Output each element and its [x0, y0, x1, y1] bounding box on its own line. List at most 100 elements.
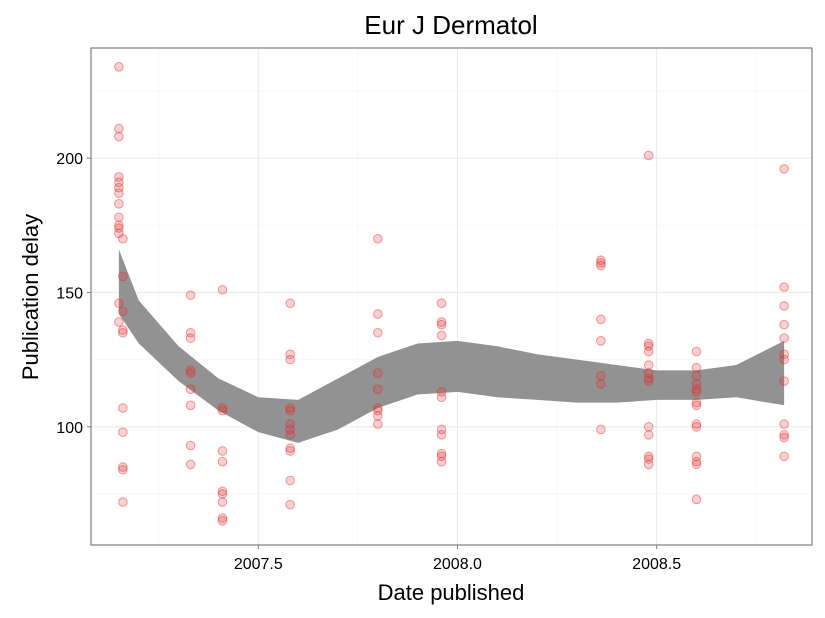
smooth-confidence-band — [118, 249, 785, 443]
data-point — [118, 233, 128, 244]
data-point — [643, 454, 654, 464]
data-point — [436, 317, 447, 327]
data-point — [691, 494, 702, 505]
data-point — [114, 62, 124, 72]
data-point — [114, 172, 124, 182]
data-point — [217, 405, 228, 416]
data-point — [118, 464, 128, 475]
data-point — [436, 298, 447, 309]
data-point — [779, 451, 789, 462]
data-point — [114, 223, 124, 233]
data-point — [285, 405, 295, 416]
smooth-band-layer — [118, 249, 785, 443]
data-point — [643, 150, 654, 161]
data-point — [373, 368, 383, 378]
data-point — [691, 421, 702, 432]
data-point — [691, 459, 702, 470]
data-point — [373, 233, 383, 244]
data-point — [691, 456, 702, 467]
data-point — [643, 360, 654, 370]
x-tick-label: 2007.5 — [234, 556, 283, 573]
data-point — [436, 392, 447, 403]
data-point — [285, 298, 295, 309]
data-point — [779, 319, 789, 330]
grid — [91, 48, 812, 545]
data-point — [436, 319, 447, 330]
data-point — [436, 451, 447, 462]
data-point — [285, 499, 295, 510]
data-point — [436, 387, 447, 397]
data-point — [217, 516, 228, 526]
points-layer — [114, 62, 789, 526]
data-point — [185, 327, 196, 338]
data-point — [285, 443, 295, 454]
data-point — [285, 446, 295, 456]
data-point — [643, 338, 654, 349]
data-point — [118, 271, 128, 282]
data-point — [114, 220, 124, 231]
data-point — [691, 387, 702, 397]
data-point — [114, 188, 124, 198]
data-point — [217, 489, 228, 499]
x-tick-label: 2008.0 — [433, 556, 482, 573]
data-point — [643, 341, 654, 352]
data-point — [118, 325, 128, 335]
data-point — [691, 346, 702, 357]
y-tick-label: 150 — [56, 285, 83, 302]
data-point — [643, 376, 654, 386]
data-point — [217, 513, 228, 523]
data-point — [596, 314, 606, 325]
data-point — [691, 384, 702, 394]
data-point — [643, 430, 654, 440]
data-point — [596, 379, 606, 389]
data-point — [691, 451, 702, 462]
data-point — [285, 424, 295, 435]
data-point — [285, 349, 295, 360]
data-point — [118, 306, 128, 317]
data-point — [185, 365, 196, 376]
data-point — [779, 430, 789, 440]
data-point — [114, 131, 124, 142]
data-point — [643, 346, 654, 357]
data-point — [285, 354, 295, 365]
y-tick-label: 100 — [56, 420, 83, 437]
data-point — [185, 333, 196, 343]
x-axis-label: Date published — [378, 580, 525, 605]
data-point — [779, 432, 789, 443]
data-point — [691, 400, 702, 411]
data-point — [114, 212, 124, 223]
data-point — [114, 199, 124, 209]
data-point — [185, 400, 196, 411]
data-point — [643, 459, 654, 470]
data-point — [643, 421, 654, 432]
data-point — [373, 411, 383, 421]
data-point — [285, 430, 295, 440]
data-point — [373, 384, 383, 394]
data-point — [596, 258, 606, 268]
data-point — [114, 317, 124, 327]
data-point — [436, 448, 447, 459]
data-point — [217, 403, 228, 413]
data-point — [596, 255, 606, 266]
data-point — [373, 403, 383, 413]
data-point — [118, 327, 128, 338]
data-point — [691, 370, 702, 381]
y-axis-label: Publication delay — [18, 214, 43, 380]
data-point — [779, 349, 789, 360]
data-point — [779, 333, 789, 343]
data-point — [691, 362, 702, 373]
data-point — [118, 403, 128, 413]
data-point — [779, 376, 789, 386]
data-point — [285, 419, 295, 429]
data-point — [118, 497, 128, 507]
data-point — [596, 370, 606, 381]
data-point — [436, 424, 447, 435]
data-point — [643, 373, 654, 384]
data-point — [779, 354, 789, 365]
data-point — [285, 403, 295, 413]
data-point — [114, 298, 124, 309]
data-point — [691, 419, 702, 429]
y-tick-label: 200 — [56, 151, 83, 168]
data-point — [596, 424, 606, 435]
